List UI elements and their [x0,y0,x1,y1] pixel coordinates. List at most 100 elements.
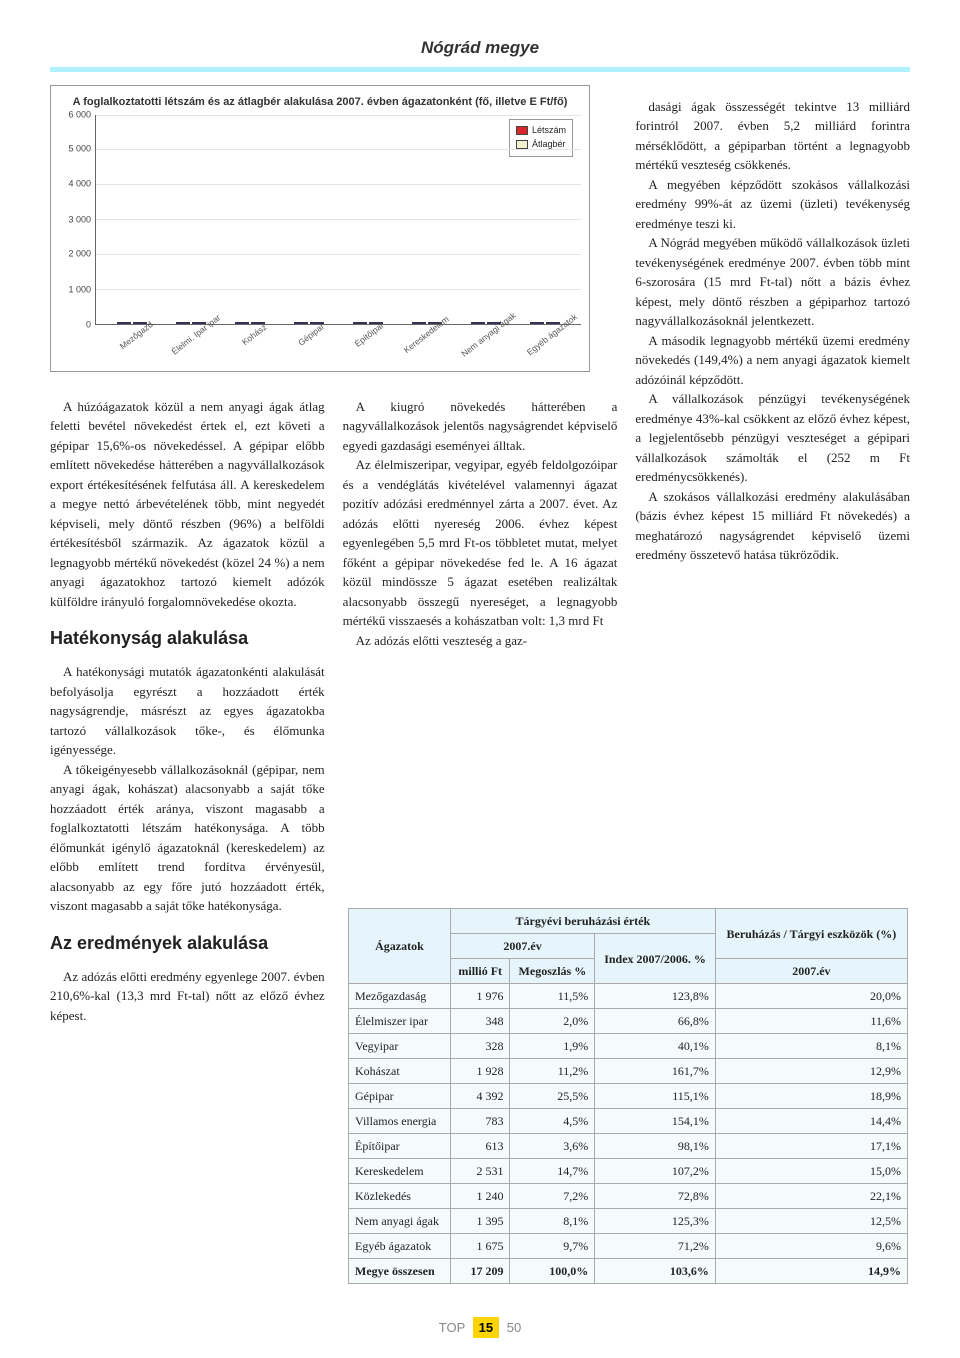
cell-meg: 9,7% [510,1234,595,1259]
footer-top: TOP [439,1320,465,1335]
cell-name: Vegyipar [349,1034,451,1059]
chart-box: A foglalkoztatotti létszám és az átlagbé… [50,85,590,372]
footer-total: 50 [507,1320,521,1335]
cell-name: Mezőgazdaság [349,984,451,1009]
cell-b: 15,0% [715,1159,907,1184]
main-columns: A foglalkoztatotti létszám és az átlagbé… [50,97,910,1026]
cell-idx: 161,7% [595,1059,716,1084]
bar [235,322,249,324]
cell-name: Közlekedés [349,1184,451,1209]
cell-millio: 1 675 [450,1234,510,1259]
cell-idx: 40,1% [595,1034,716,1059]
cell-millio: 2 531 [450,1159,510,1184]
th-agazatok: Ágazatok [349,909,451,984]
cell-b: 8,1% [715,1034,907,1059]
table-total-row: Megye összesen17 209100,0%103,6%14,9% [349,1259,908,1284]
page-footer: TOP 15 50 [0,1317,960,1339]
cell-meg: 14,7% [510,1159,595,1184]
cell-b: 11,6% [715,1009,907,1034]
cell-b: 14,9% [715,1259,907,1284]
cell-name: Megye összesen [349,1259,451,1284]
table-row: Élelmiszer ipar3482,0%66,8%11,6% [349,1009,908,1034]
cell-millio: 613 [450,1134,510,1159]
cell-meg: 3,6% [510,1134,595,1159]
cell-b: 12,5% [715,1209,907,1234]
th-2007b: 2007.év [715,959,907,984]
col2-p2: Az élelmiszeripar, vegyipar, egyéb feldo… [343,455,618,631]
table-row: Egyéb ágazatok1 6759,7%71,2%9,6% [349,1234,908,1259]
cell-idx: 123,8% [595,984,716,1009]
cell-millio: 1 240 [450,1184,510,1209]
th-targyevi: Tárgyévi beruházási érték [450,909,715,934]
col3-p3: A Nógrád megyében működő vállalkozások ü… [635,233,910,331]
cell-meg: 2,0% [510,1009,595,1034]
y-tick: 6 000 [68,108,91,122]
bar [176,322,190,324]
footer-page-number: 15 [473,1317,499,1339]
table-row: Kereskedelem2 53114,7%107,2%15,0% [349,1159,908,1184]
cell-meg: 1,9% [510,1034,595,1059]
cell-name: Egyéb ágazatok [349,1234,451,1259]
cell-name: Gépipar [349,1084,451,1109]
cell-idx: 66,8% [595,1009,716,1034]
col2-p3: Az adózás előtti veszteség a gaz- [343,631,618,651]
cell-b: 17,1% [715,1134,907,1159]
cell-name: Kereskedelem [349,1159,451,1184]
chart-plot: LétszámÁtlagbér [95,115,581,325]
cell-b: 12,9% [715,1059,907,1084]
cell-millio: 1 928 [450,1059,510,1084]
page-title: Nógrád megye [50,35,910,72]
y-tick: 3 000 [68,213,91,227]
col1-p4: Az adózás előtti eredmény egyenlege 2007… [50,967,325,1026]
th-2007: 2007.év [450,934,594,959]
col1-p2: A hatékonysági mutatók ágazatonkénti ala… [50,662,325,760]
cell-millio: 1 976 [450,984,510,1009]
table-row: Mezőgazdaság1 97611,5%123,8%20,0% [349,984,908,1009]
cell-millio: 1 395 [450,1209,510,1234]
cell-name: Nem anyagi ágak [349,1209,451,1234]
cell-b: 18,9% [715,1084,907,1109]
cell-millio: 4 392 [450,1084,510,1109]
y-tick: 4 000 [68,178,91,192]
col3-p5: A vállalkozások pénzügyi tevékenységének… [635,389,910,487]
heading-hatekonysag: Hatékonyság alakulása [50,625,325,652]
cell-millio: 348 [450,1009,510,1034]
chart-area: 01 0002 0003 0004 0005 0006 000 LétszámÁ… [59,115,581,325]
cell-meg: 11,5% [510,984,595,1009]
table-wrapper: Ágazatok Tárgyévi beruházási érték Beruh… [348,890,908,1284]
cell-meg: 25,5% [510,1084,595,1109]
col1-p3: A tőkeigényesebb vállalkozásoknál (gépip… [50,760,325,916]
th-index: Index 2007/2006. % [595,934,716,984]
cell-idx: 103,6% [595,1259,716,1284]
investment-table: Ágazatok Tárgyévi beruházási érték Beruh… [348,908,908,1284]
cell-millio: 783 [450,1109,510,1134]
cell-idx: 125,3% [595,1209,716,1234]
col1-p1: A húzóágazatok közül a nem anyagi ágak á… [50,397,325,612]
column-1: A foglalkoztatotti létszám és az átlagbé… [50,97,325,1026]
th-beruhazas: Beruházás / Tárgyi eszközök (%) [715,909,907,959]
cell-millio: 328 [450,1034,510,1059]
y-tick: 5 000 [68,143,91,157]
col3-p6: A szokásos vállalkozási eredmény alakulá… [635,487,910,565]
cell-b: 14,4% [715,1109,907,1134]
cell-meg: 11,2% [510,1059,595,1084]
col2-p1: A kiugró növekedés hátterében a nagyváll… [343,397,618,456]
cell-b: 22,1% [715,1184,907,1209]
chart-y-axis: 01 0002 0003 0004 0005 0006 000 [59,115,95,325]
cell-meg: 8,1% [510,1209,595,1234]
cell-idx: 72,8% [595,1184,716,1209]
th-millio: millió Ft [450,959,510,984]
table-row: Közlekedés1 2407,2%72,8%22,1% [349,1184,908,1209]
col3-p1: dasági ágak összességét tekintve 13 mill… [635,97,910,175]
cell-meg: 4,5% [510,1109,595,1134]
bar [117,322,131,324]
chart-x-labels: Mezőgazd.Élelmi. Ipar iparKohászGépiparÉ… [95,325,581,367]
table-row: Villamos energia7834,5%154,1%14,4% [349,1109,908,1134]
cell-meg: 100,0% [510,1259,595,1284]
col3-p4: A második legnagyobb mértékű üzemi eredm… [635,331,910,390]
cell-idx: 107,2% [595,1159,716,1184]
y-tick: 0 [86,318,91,332]
y-tick: 2 000 [68,248,91,262]
table-row: Építőipar6133,6%98,1%17,1% [349,1134,908,1159]
col3-p2: A megyében képződött szokásos vállalkozá… [635,175,910,234]
